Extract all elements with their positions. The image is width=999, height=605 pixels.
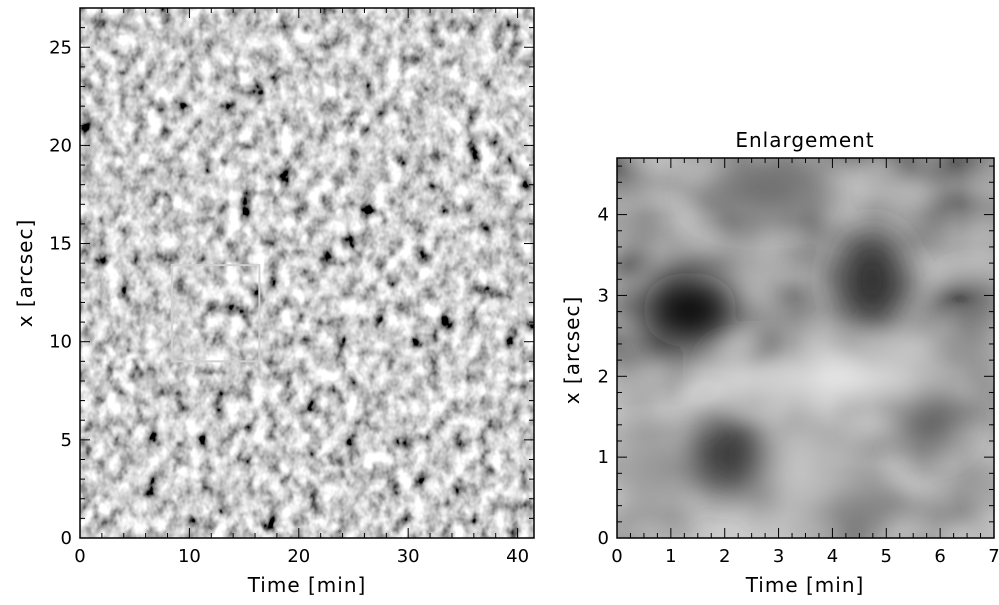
right-axis-ticks: 0 1 2 3 4 5 6 7 0 1 2 3 4 (598, 158, 999, 567)
right-x-tick-label: 5 (881, 546, 892, 567)
right-x-tick-label: 2 (719, 546, 730, 567)
right-x-tick-label: 7 (988, 546, 999, 567)
left-x-tick-label: 40 (506, 546, 529, 567)
right-x-tick-label: 6 (934, 546, 945, 567)
left-x-tick-label: 0 (74, 546, 85, 567)
left-x-tick-label: 20 (287, 546, 310, 567)
right-x-tick-label: 4 (827, 546, 838, 567)
right-y-tick-label: 0 (598, 528, 609, 549)
right-y-axis-title: x [arcsec] (560, 296, 584, 405)
left-y-axis-title: x [arcsec] (13, 219, 37, 328)
right-y-tick-label: 3 (598, 285, 609, 306)
left-panel: 0 10 20 30 40 0 5 10 15 20 25 Time [min] x [arcsec… (13, 7, 535, 597)
right-panel: 0 1 2 3 4 5 6 7 0 1 2 3 4 Enlargement Time [min] x [… (560, 128, 999, 597)
right-x-tick-label: 1 (665, 546, 676, 567)
right-heatmap-image (617, 158, 994, 538)
right-y-tick-label: 1 (598, 447, 609, 468)
left-y-tick-label: 5 (61, 430, 72, 451)
left-y-tick-label: 15 (49, 234, 72, 255)
enlargement-region-box (170, 264, 261, 363)
right-panel-title: Enlargement (735, 128, 874, 152)
right-x-tick-label: 3 (773, 546, 784, 567)
left-plot-frame (79, 7, 535, 539)
left-y-tick-label: 20 (49, 135, 72, 156)
left-y-tick-label: 0 (61, 528, 72, 549)
left-x-tick-label: 10 (178, 546, 201, 567)
left-axis-ticks: 0 10 20 30 40 0 5 10 15 20 25 (49, 7, 534, 567)
right-x-axis-title: Time [min] (745, 573, 865, 597)
left-y-tick-label: 10 (49, 332, 72, 353)
right-y-tick-label: 4 (598, 205, 609, 226)
right-x-tick-label: 0 (611, 546, 622, 567)
left-y-tick-label: 25 (49, 37, 72, 58)
right-y-tick-label: 2 (598, 366, 609, 387)
left-x-axis-title: Time [min] (247, 573, 367, 597)
left-x-tick-label: 30 (397, 546, 420, 567)
left-heatmap-image (80, 8, 534, 538)
